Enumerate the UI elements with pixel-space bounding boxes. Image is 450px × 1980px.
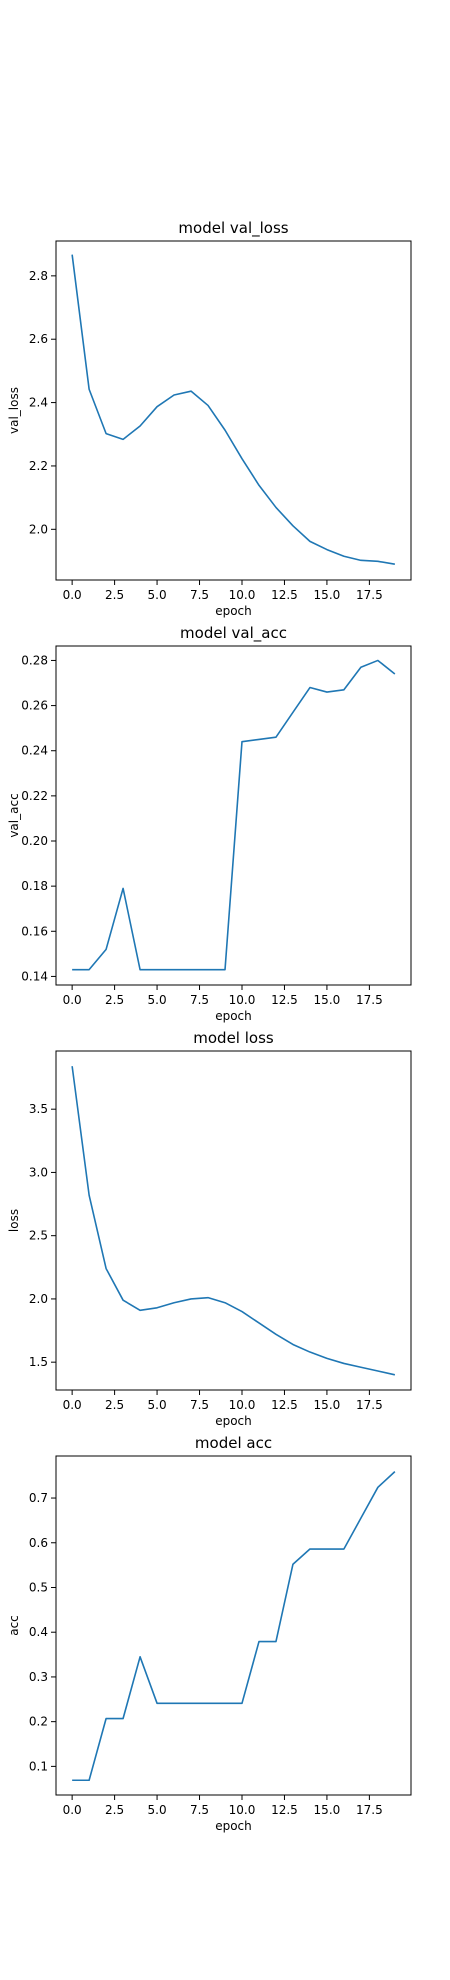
y-tick-label: 0.2	[29, 1715, 48, 1729]
y-tick-label: 0.7	[29, 1491, 48, 1505]
x-tick-label: 7.5	[190, 993, 209, 1007]
chart-panel-model-val-acc: model val_acc 0.0 2.5 5.0 7.5 10.0 12.5 15.0 17.…	[7, 624, 411, 1023]
plot-frame	[56, 1051, 411, 1390]
x-tick-label: 2.5	[105, 1398, 124, 1412]
y-tick-label: 0.14	[21, 969, 48, 983]
x-tick-label: 17.5	[356, 993, 383, 1007]
y-tick-label: 2.6	[29, 332, 48, 346]
x-tick-label: 0.0	[63, 993, 82, 1007]
x-tick-label: 10.0	[229, 993, 256, 1007]
x-tick-label: 15.0	[314, 1803, 341, 1817]
y-axis-label: val_loss	[7, 387, 21, 434]
plot-frame	[56, 646, 411, 985]
x-tick-label: 5.0	[148, 1803, 167, 1817]
y-tick-label: 3.0	[29, 1165, 48, 1179]
x-tick-label: 12.5	[271, 993, 298, 1007]
x-tick-label: 15.0	[314, 1398, 341, 1412]
x-tick-label: 17.5	[356, 1803, 383, 1817]
y-tick-label: 0.16	[21, 924, 48, 938]
x-tick-label: 7.5	[190, 588, 209, 602]
y-tick-label: 1.5	[29, 1355, 48, 1369]
plot-frame	[56, 1456, 411, 1795]
x-tick-label: 5.0	[148, 993, 167, 1007]
chart-panel-model-acc: model acc 0.0 2.5 5.0 7.5 10.0 12.5 15.0 17.5 0.1…	[7, 1434, 411, 1833]
y-tick-label: 0.22	[21, 789, 48, 803]
chart-title: model val_loss	[178, 219, 288, 238]
y-tick-label: 2.0	[29, 522, 48, 536]
y-tick-label: 2.2	[29, 459, 48, 473]
y-tick-label: 0.5	[29, 1580, 48, 1594]
y-tick-label: 0.18	[21, 879, 48, 893]
y-tick-label: 0.4	[29, 1625, 48, 1639]
x-tick-label: 0.0	[63, 1803, 82, 1817]
x-tick-label: 7.5	[190, 1803, 209, 1817]
x-tick-label: 12.5	[271, 1803, 298, 1817]
y-tick-label: 0.6	[29, 1536, 48, 1550]
x-tick-label: 0.0	[63, 588, 82, 602]
x-tick-label: 12.5	[271, 1398, 298, 1412]
y-tick-label: 2.8	[29, 269, 48, 283]
x-tick-label: 5.0	[148, 1398, 167, 1412]
y-tick-label: 0.1	[29, 1759, 48, 1773]
y-axis-label: loss	[7, 1209, 21, 1232]
series-line-loss	[72, 1066, 395, 1375]
x-tick-label: 10.0	[229, 1803, 256, 1817]
x-tick-label: 10.0	[229, 1398, 256, 1412]
x-tick-label: 10.0	[229, 588, 256, 602]
y-tick-label: 0.20	[21, 834, 48, 848]
y-axis-label: acc	[7, 1615, 21, 1636]
x-axis-label: epoch	[215, 1414, 252, 1428]
x-tick-label: 17.5	[356, 1398, 383, 1412]
y-tick-label: 0.28	[21, 653, 48, 667]
y-tick-label: 0.24	[21, 744, 48, 758]
chart-panel-model-val-loss: model val_loss 0.0 2.5 5.0 7.5 10.0 12.5 15.0 17…	[7, 219, 411, 618]
x-tick-label: 2.5	[105, 993, 124, 1007]
y-tick-label: 0.3	[29, 1670, 48, 1684]
y-tick-label: 2.4	[29, 396, 48, 410]
y-tick-label: 2.5	[29, 1229, 48, 1243]
y-tick-label: 3.5	[29, 1102, 48, 1116]
x-tick-label: 17.5	[356, 588, 383, 602]
x-axis-label: epoch	[215, 604, 252, 618]
series-line-val-acc	[72, 660, 395, 969]
x-tick-label: 2.5	[105, 1803, 124, 1817]
x-axis-label: epoch	[215, 1819, 252, 1833]
series-line-acc	[72, 1472, 395, 1781]
y-axis-label: val_acc	[7, 793, 21, 837]
x-tick-label: 12.5	[271, 588, 298, 602]
chart-title: model loss	[193, 1029, 274, 1047]
x-tick-label: 0.0	[63, 1398, 82, 1412]
x-tick-label: 5.0	[148, 588, 167, 602]
x-tick-label: 7.5	[190, 1398, 209, 1412]
x-axis-label: epoch	[215, 1009, 252, 1023]
x-tick-label: 2.5	[105, 588, 124, 602]
chart-title: model acc	[195, 1434, 272, 1452]
chart-title: model val_acc	[180, 624, 287, 643]
x-tick-label: 15.0	[314, 588, 341, 602]
y-tick-label: 0.26	[21, 699, 48, 713]
chart-panel-model-loss: model loss 0.0 2.5 5.0 7.5 10.0 12.5 15.0 17.5 1.…	[7, 1029, 411, 1428]
plot-frame	[56, 241, 411, 580]
series-line-val-loss	[72, 255, 395, 565]
y-tick-label: 2.0	[29, 1292, 48, 1306]
x-tick-label: 15.0	[314, 993, 341, 1007]
